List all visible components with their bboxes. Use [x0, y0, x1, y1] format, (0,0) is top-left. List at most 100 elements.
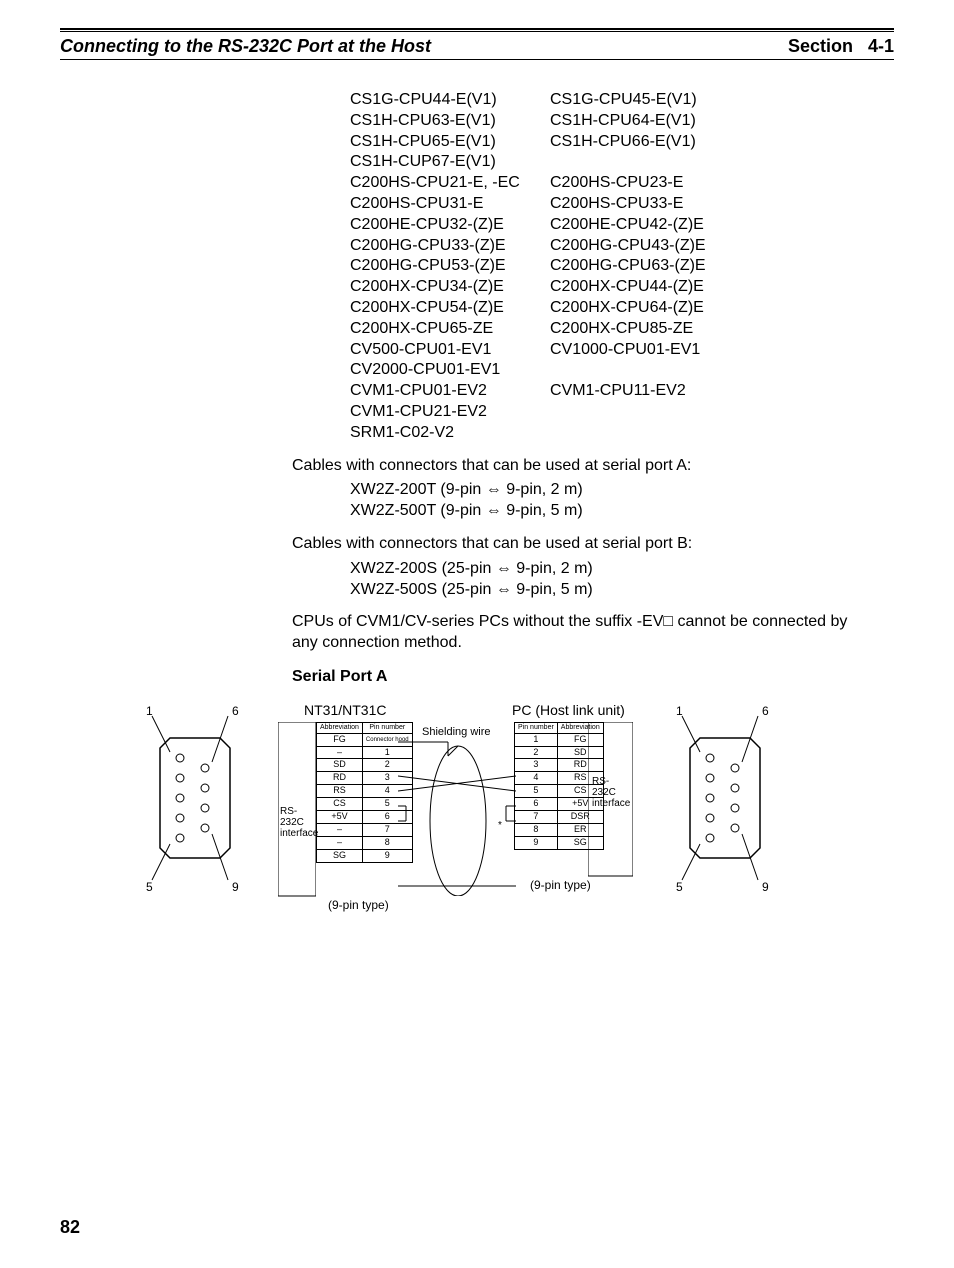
left-pin9: 9 [232, 880, 239, 894]
model-cell: C200HE-CPU32-(Z)E [350, 215, 550, 236]
pin-cell: SG [317, 849, 363, 862]
model-cell: C200HX-CPU44-(Z)E [550, 277, 750, 298]
model-cell: CV1000-CPU01-EV1 [550, 340, 750, 361]
pin-cell: 5 [515, 785, 558, 798]
model-cell: C200HG-CPU33-(Z)E [350, 236, 550, 257]
model-cell: C200HX-CPU85-ZE [550, 319, 750, 340]
model-row: CVM1-CPU21-EV2 [350, 402, 894, 423]
pin-cell: +5V [317, 810, 363, 823]
pin-cell: 6 [515, 798, 558, 811]
pin-cell: CS [317, 798, 363, 811]
model-row: C200HG-CPU53-(Z)EC200HG-CPU63-(Z)E [350, 256, 894, 277]
right-pin9: 9 [762, 880, 769, 894]
model-cell: CV500-CPU01-EV1 [350, 340, 550, 361]
model-cell: C200HX-CPU65-ZE [350, 319, 550, 340]
model-cell: CS1H-CPU66-E(V1) [550, 132, 750, 153]
right-connector-icon [680, 708, 780, 908]
model-cell: C200HG-CPU43-(Z)E [550, 236, 750, 257]
model-row: CS1G-CPU44-E(V1)CS1G-CPU45-E(V1) [350, 90, 894, 111]
pin-cell: 7 [515, 810, 558, 823]
cables-b-intro: Cables with connectors that can be used … [292, 534, 894, 555]
model-row: SRM1-C02-V2 [350, 423, 894, 444]
model-row: CS1H-CUP67-E(V1) [350, 152, 894, 173]
model-row: CV500-CPU01-EV1CV1000-CPU01-EV1 [350, 340, 894, 361]
model-cell: CS1H-CPU65-E(V1) [350, 132, 550, 153]
pin-cell: – [317, 823, 363, 836]
pin-cell: FG [317, 733, 363, 746]
model-cell: CVM1-CPU11-EV2 [550, 381, 750, 402]
pin-cell: 8 [515, 823, 558, 836]
model-row: C200HS-CPU21-E, -ECC200HS-CPU23-E [350, 173, 894, 194]
right-pin6: 6 [762, 704, 769, 718]
pin-cell: 3 [515, 759, 558, 772]
cable-a2: XW2Z-500T (9-pin ⇔ 9-pin, 5 m) [350, 501, 894, 522]
model-cell: SRM1-C02-V2 [350, 423, 550, 444]
model-cell [550, 152, 750, 173]
model-row: C200HG-CPU33-(Z)EC200HG-CPU43-(Z)E [350, 236, 894, 257]
model-row: CS1H-CPU63-E(V1)CS1H-CPU64-E(V1) [350, 111, 894, 132]
model-row: C200HS-CPU31-EC200HS-CPU33-E [350, 194, 894, 215]
model-cell: CS1H-CPU64-E(V1) [550, 111, 750, 132]
pin-cell: 2 [515, 746, 558, 759]
model-cell: C200HG-CPU53-(Z)E [350, 256, 550, 277]
pin-cell: – [317, 836, 363, 849]
model-cell: C200HG-CPU63-(Z)E [550, 256, 750, 277]
pin-header: Pin number [362, 722, 412, 733]
cable-b1: XW2Z-200S (25-pin ⇔ 9-pin, 2 m) [350, 559, 894, 580]
model-row: C200HX-CPU34-(Z)EC200HX-CPU44-(Z)E [350, 277, 894, 298]
cable-b2: XW2Z-500S (25-pin ⇔ 9-pin, 5 m) [350, 580, 894, 601]
pin-cell: RS [317, 785, 363, 798]
pc-label: PC (Host link unit) [512, 702, 625, 718]
model-cell: C200HX-CPU64-(Z)E [550, 298, 750, 319]
pin-cell: 4 [515, 772, 558, 785]
pin-cell: SD [317, 759, 363, 772]
pin-type-right: (9-pin type) [530, 878, 591, 892]
pin-cell: RD [317, 772, 363, 785]
header-section: Section 4-1 [788, 36, 894, 57]
ev-note: CPUs of CVM1/CV-series PCs without the s… [292, 612, 852, 654]
model-cell: CVM1-CPU01-EV2 [350, 381, 550, 402]
table-border-left-icon [278, 722, 316, 898]
right-pin5: 5 [676, 880, 683, 894]
model-cell: CS1G-CPU45-E(V1) [550, 90, 750, 111]
pin-cell: – [317, 746, 363, 759]
cables-a-intro: Cables with connectors that can be used … [292, 456, 894, 477]
wiring-diagram: 1 6 5 9 1 6 5 9 NT31/NT31C PC (Host link… [60, 698, 894, 958]
left-pin1: 1 [146, 704, 153, 718]
model-cell: CS1H-CUP67-E(V1) [350, 152, 550, 173]
model-cell: CS1H-CPU63-E(V1) [350, 111, 550, 132]
table-border-right-icon [588, 722, 633, 878]
model-cell [550, 360, 750, 381]
model-cell [550, 423, 750, 444]
model-cell: C200HS-CPU33-E [550, 194, 750, 215]
right-pin1: 1 [676, 704, 683, 718]
model-row: C200HE-CPU32-(Z)EC200HE-CPU42-(Z)E [350, 215, 894, 236]
cable-a-list: XW2Z-200T (9-pin ⇔ 9-pin, 2 m) XW2Z-500T… [350, 480, 894, 522]
pin-cell: 9 [515, 836, 558, 849]
pin-header: Pin number [515, 722, 558, 733]
model-cell: C200HS-CPU31-E [350, 194, 550, 215]
nt31-label: NT31/NT31C [304, 702, 386, 718]
serial-port-a-heading: Serial Port A [292, 668, 894, 686]
page-header: Connecting to the RS-232C Port at the Ho… [60, 36, 894, 60]
model-cell: C200HS-CPU23-E [550, 173, 750, 194]
model-cell: CV2000-CPU01-EV1 [350, 360, 550, 381]
cable-a1: XW2Z-200T (9-pin ⇔ 9-pin, 2 m) [350, 480, 894, 501]
model-cell: C200HE-CPU42-(Z)E [550, 215, 750, 236]
model-row: CV2000-CPU01-EV1 [350, 360, 894, 381]
pin-header: Abbreviation [317, 722, 363, 733]
header-title: Connecting to the RS-232C Port at the Ho… [60, 36, 431, 57]
model-row: C200HX-CPU54-(Z)EC200HX-CPU64-(Z)E [350, 298, 894, 319]
cable-b-list: XW2Z-200S (25-pin ⇔ 9-pin, 2 m) XW2Z-500… [350, 559, 894, 601]
model-row: C200HX-CPU65-ZEC200HX-CPU85-ZE [350, 319, 894, 340]
model-cell [550, 402, 750, 423]
left-pin5: 5 [146, 880, 153, 894]
header-rule [60, 28, 894, 32]
model-cell: CS1G-CPU44-E(V1) [350, 90, 550, 111]
model-cell: C200HX-CPU54-(Z)E [350, 298, 550, 319]
pin-cell: 1 [515, 733, 558, 746]
page-number: 82 [60, 1217, 80, 1238]
model-row: CS1H-CPU65-E(V1)CS1H-CPU66-E(V1) [350, 132, 894, 153]
left-pin6: 6 [232, 704, 239, 718]
model-row: CVM1-CPU01-EV2CVM1-CPU11-EV2 [350, 381, 894, 402]
